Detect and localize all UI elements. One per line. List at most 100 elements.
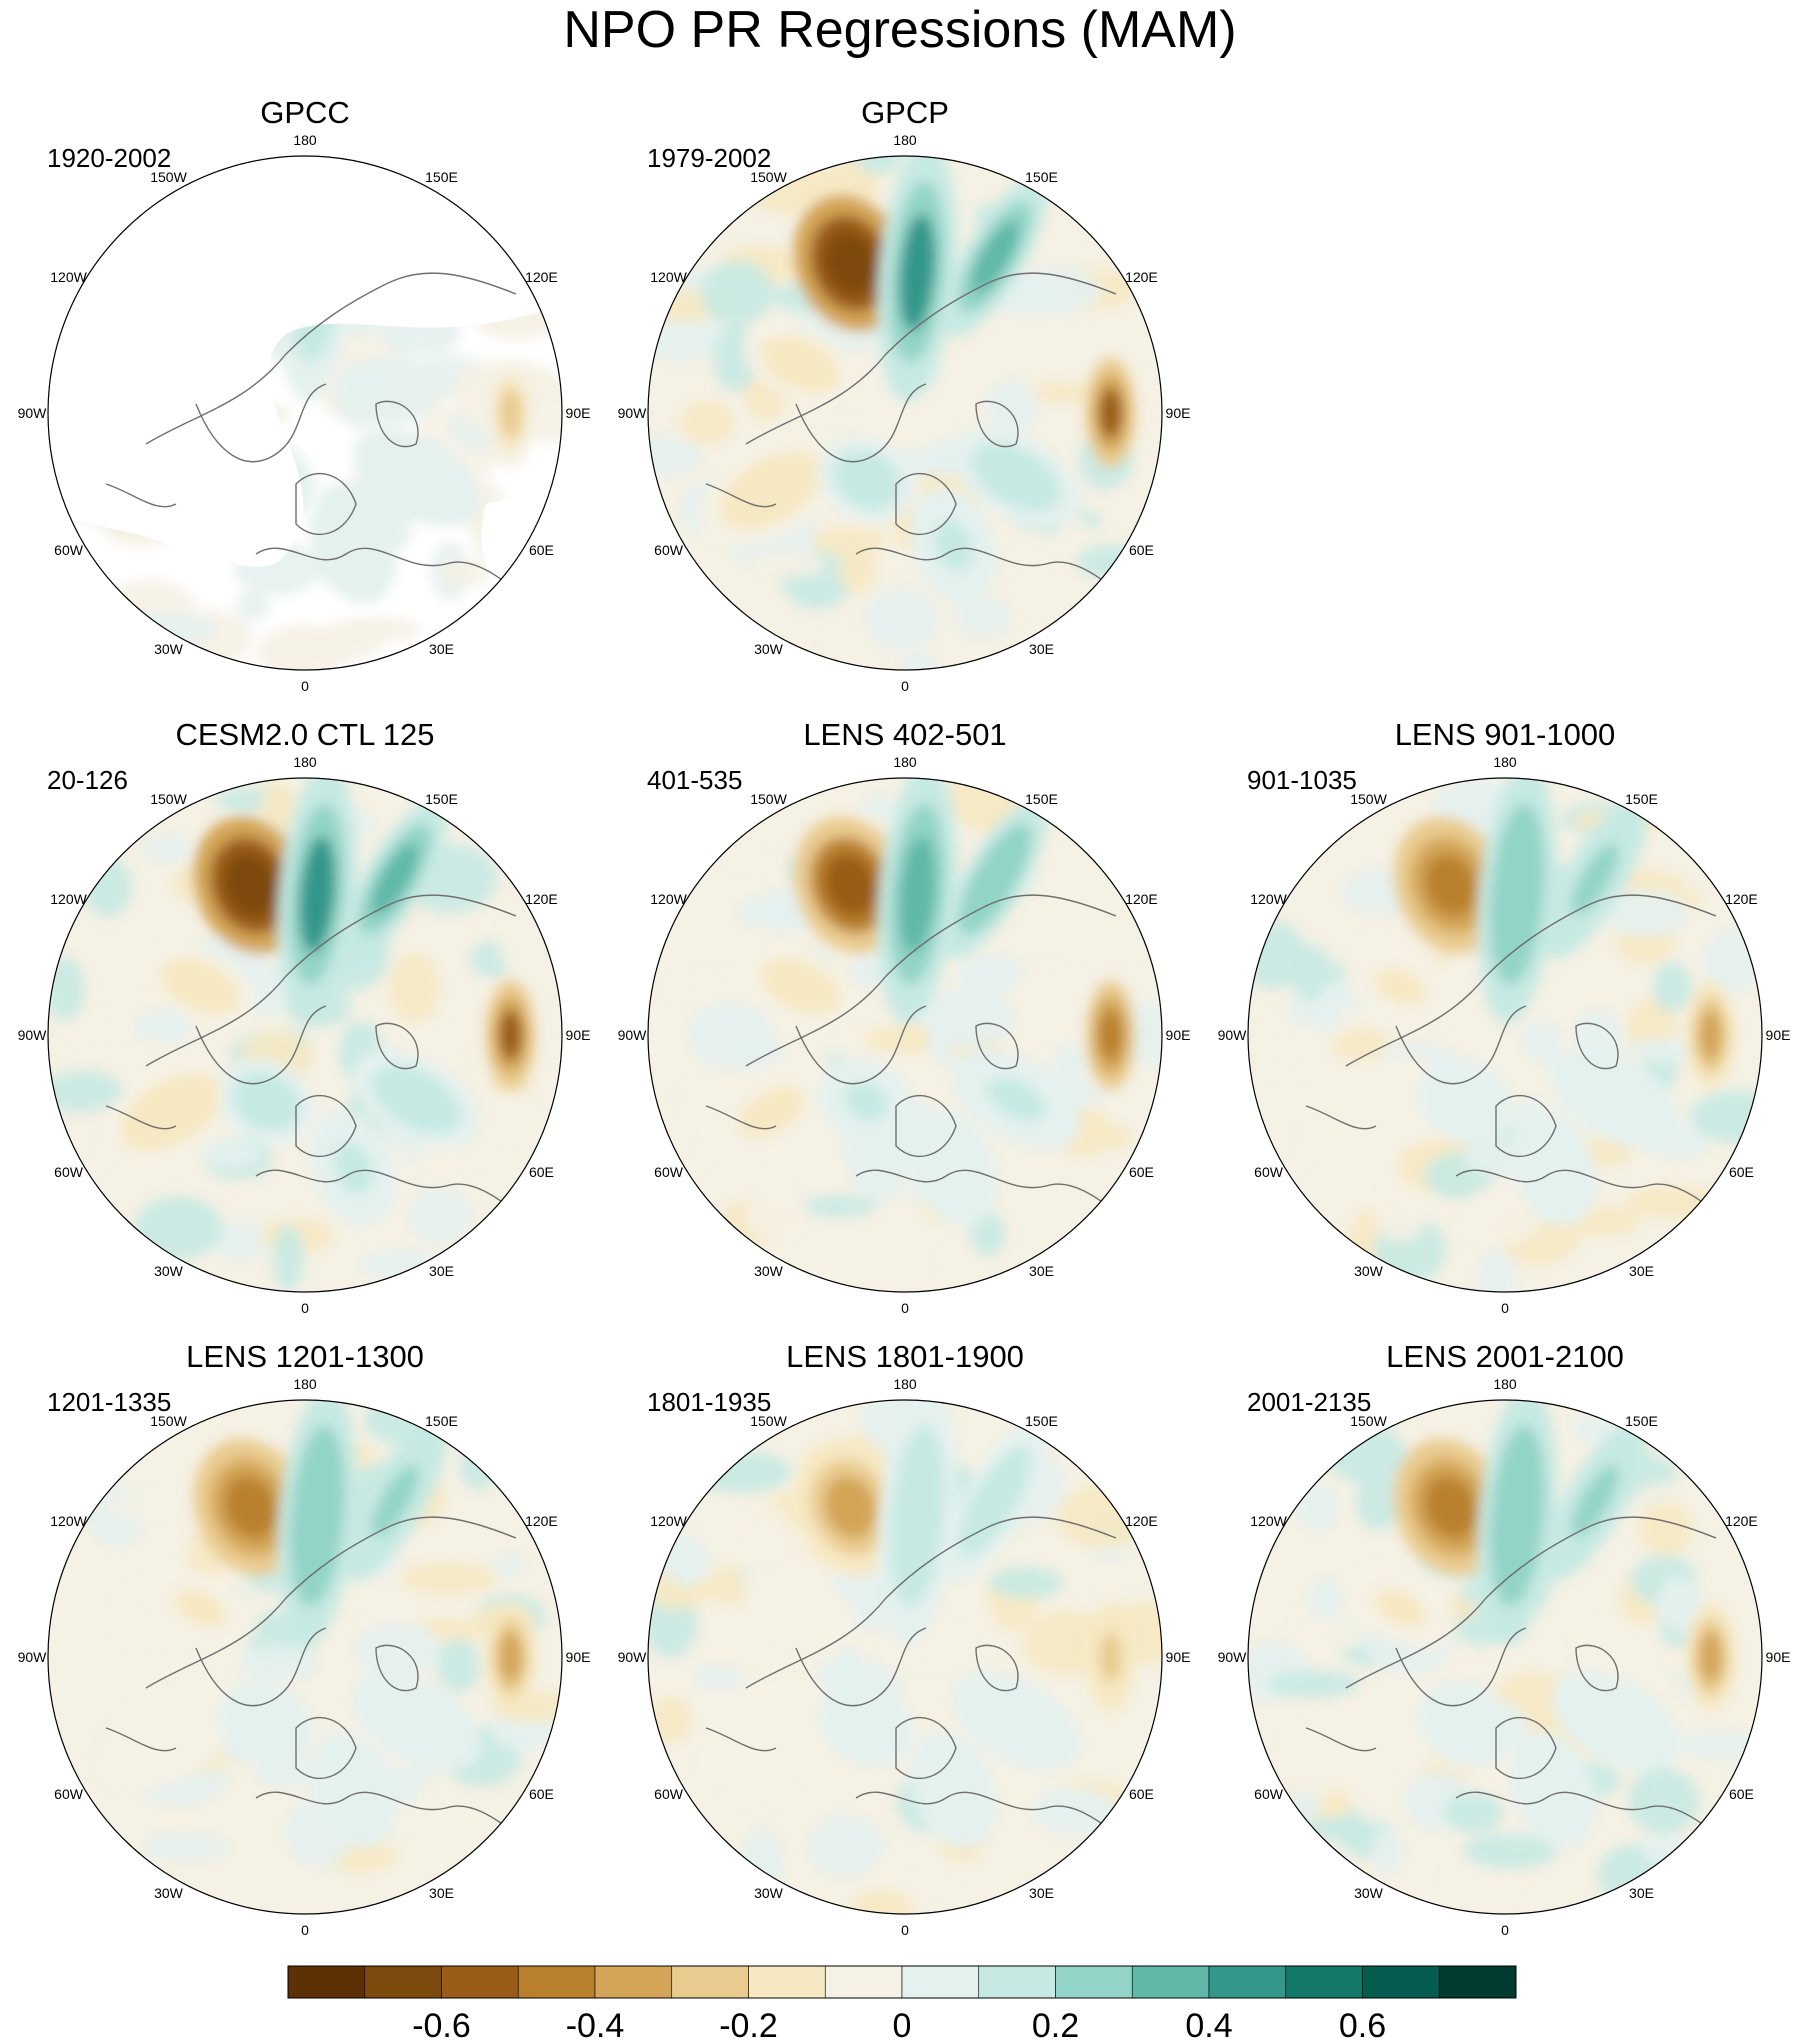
longitude-label: 90E (565, 405, 591, 421)
figure-title: NPO PR Regressions (MAM) (563, 1, 1237, 59)
colorbar-swatch (671, 1965, 749, 1999)
longitude-label: 120E (1725, 890, 1758, 907)
colorbar-tick-label: 0.2 (1032, 2007, 1079, 2042)
panel-period: 1979-2002 (647, 143, 772, 173)
longitude-label: 0 (1501, 1922, 1509, 1938)
longitude-label: 0 (901, 1922, 909, 1938)
panel-title: GPCC (260, 95, 350, 130)
longitude-label: 60W (654, 1163, 683, 1180)
longitude-label: 120W (50, 890, 87, 907)
longitude-label: 120E (525, 1512, 558, 1529)
longitude-label: 120E (1125, 268, 1158, 285)
longitude-label: 30E (1029, 641, 1054, 658)
shaded-field (648, 778, 1162, 1292)
colorbar-swatch (441, 1965, 519, 1999)
panel-period: 1920-2002 (47, 143, 172, 173)
longitude-label: 120E (525, 890, 558, 907)
shaded-field (1248, 778, 1762, 1292)
longitude-label: 90E (1765, 1649, 1791, 1665)
longitude-label: 90W (17, 405, 47, 421)
longitude-label: 60E (528, 1785, 554, 1802)
coastlines (105, 272, 537, 605)
longitude-label: 30W (754, 1885, 783, 1902)
longitude-label: 150W (1350, 790, 1387, 807)
longitude-label: 0 (901, 1300, 909, 1316)
longitude-label: 90W (1217, 1027, 1247, 1043)
longitude-label: 150W (150, 790, 187, 807)
longitude-label: 150W (750, 168, 787, 185)
longitude-label: 30E (429, 641, 454, 658)
polar-map (47, 1399, 563, 1915)
longitude-label: 30E (1029, 1885, 1054, 1902)
panel-period: 401-535 (647, 765, 743, 795)
colorbar-tick-label: -0.6 (412, 2007, 471, 2042)
longitude-label: 90E (565, 1027, 591, 1043)
longitude-label: 120E (525, 268, 558, 285)
longitude-label: 150W (1350, 1412, 1387, 1429)
colorbar-tick-label: 0.6 (1339, 2007, 1386, 2042)
longitude-label: 30W (154, 641, 183, 658)
longitude-label: 30W (1354, 1885, 1383, 1902)
longitude-label: 0 (301, 1300, 309, 1316)
longitude-label: 30W (154, 1263, 183, 1280)
colorbar-swatch (1131, 1965, 1210, 1999)
longitude-label: 0 (301, 1922, 309, 1938)
colorbar-swatch (364, 1965, 442, 1999)
polar-map (47, 155, 563, 671)
longitude-label: 30E (1029, 1263, 1054, 1280)
panel-title: GPCP (861, 95, 949, 130)
longitude-label: 0 (1501, 1300, 1509, 1316)
longitude-label: 120W (1250, 1512, 1287, 1529)
panel-title: LENS 2001-2100 (1386, 1339, 1624, 1374)
longitude-label: 30E (429, 1885, 454, 1902)
longitude-label: 30E (1629, 1885, 1654, 1902)
polar-map (647, 777, 1163, 1293)
panel-title: LENS 901-1000 (1394, 717, 1616, 752)
longitude-label: 150E (1025, 168, 1058, 185)
shaded-field (648, 1400, 1162, 1914)
shaded-field (48, 156, 562, 670)
coastlines (1305, 894, 1737, 1227)
coastlines (1305, 1516, 1737, 1849)
coastlines (105, 1516, 537, 1849)
coastlines (705, 1516, 1137, 1849)
colorbar-swatch (1285, 1965, 1363, 1999)
longitude-label: 180 (293, 132, 317, 148)
polar-map (647, 155, 1163, 671)
colorbar-tick-label: -0.4 (566, 2007, 625, 2042)
longitude-label: 90W (617, 405, 647, 421)
longitude-label: 60W (54, 541, 83, 558)
longitude-label: 150W (750, 1412, 787, 1429)
polar-map (1247, 777, 1763, 1293)
longitude-label: 30W (754, 641, 783, 658)
longitude-label: 0 (301, 678, 309, 694)
longitude-label: 150E (425, 168, 458, 185)
longitude-label: 30E (1629, 1263, 1654, 1280)
longitude-label: 60W (1254, 1163, 1283, 1180)
longitude-label: 30W (154, 1885, 183, 1902)
longitude-label: 90W (1217, 1649, 1247, 1665)
longitude-label: 120W (650, 268, 687, 285)
longitude-label: 30E (429, 1263, 454, 1280)
longitude-label: 150E (1025, 1412, 1058, 1429)
longitude-label: 60E (528, 1163, 554, 1180)
longitude-label: 150E (425, 790, 458, 807)
polar-map (1247, 1399, 1763, 1915)
colorbar-tick-label: 0.4 (1185, 2007, 1232, 2042)
longitude-label: 60E (1128, 541, 1154, 558)
longitude-label: 60W (54, 1785, 83, 1802)
longitude-label: 120W (1250, 890, 1287, 907)
longitude-label: 150W (750, 790, 787, 807)
panel-period: 1801-1935 (647, 1387, 772, 1417)
longitude-label: 60E (1128, 1785, 1154, 1802)
colorbar-swatch (594, 1965, 673, 1999)
longitude-label: 120E (1125, 890, 1158, 907)
longitude-label: 180 (893, 1376, 917, 1392)
longitude-label: 60W (54, 1163, 83, 1180)
longitude-label: 60E (1128, 1163, 1154, 1180)
polar-map (47, 777, 563, 1293)
coastlines (105, 894, 537, 1227)
longitude-label: 90E (1765, 1027, 1791, 1043)
longitude-label: 90E (1165, 1027, 1191, 1043)
panel-period: 1201-1335 (47, 1387, 172, 1417)
